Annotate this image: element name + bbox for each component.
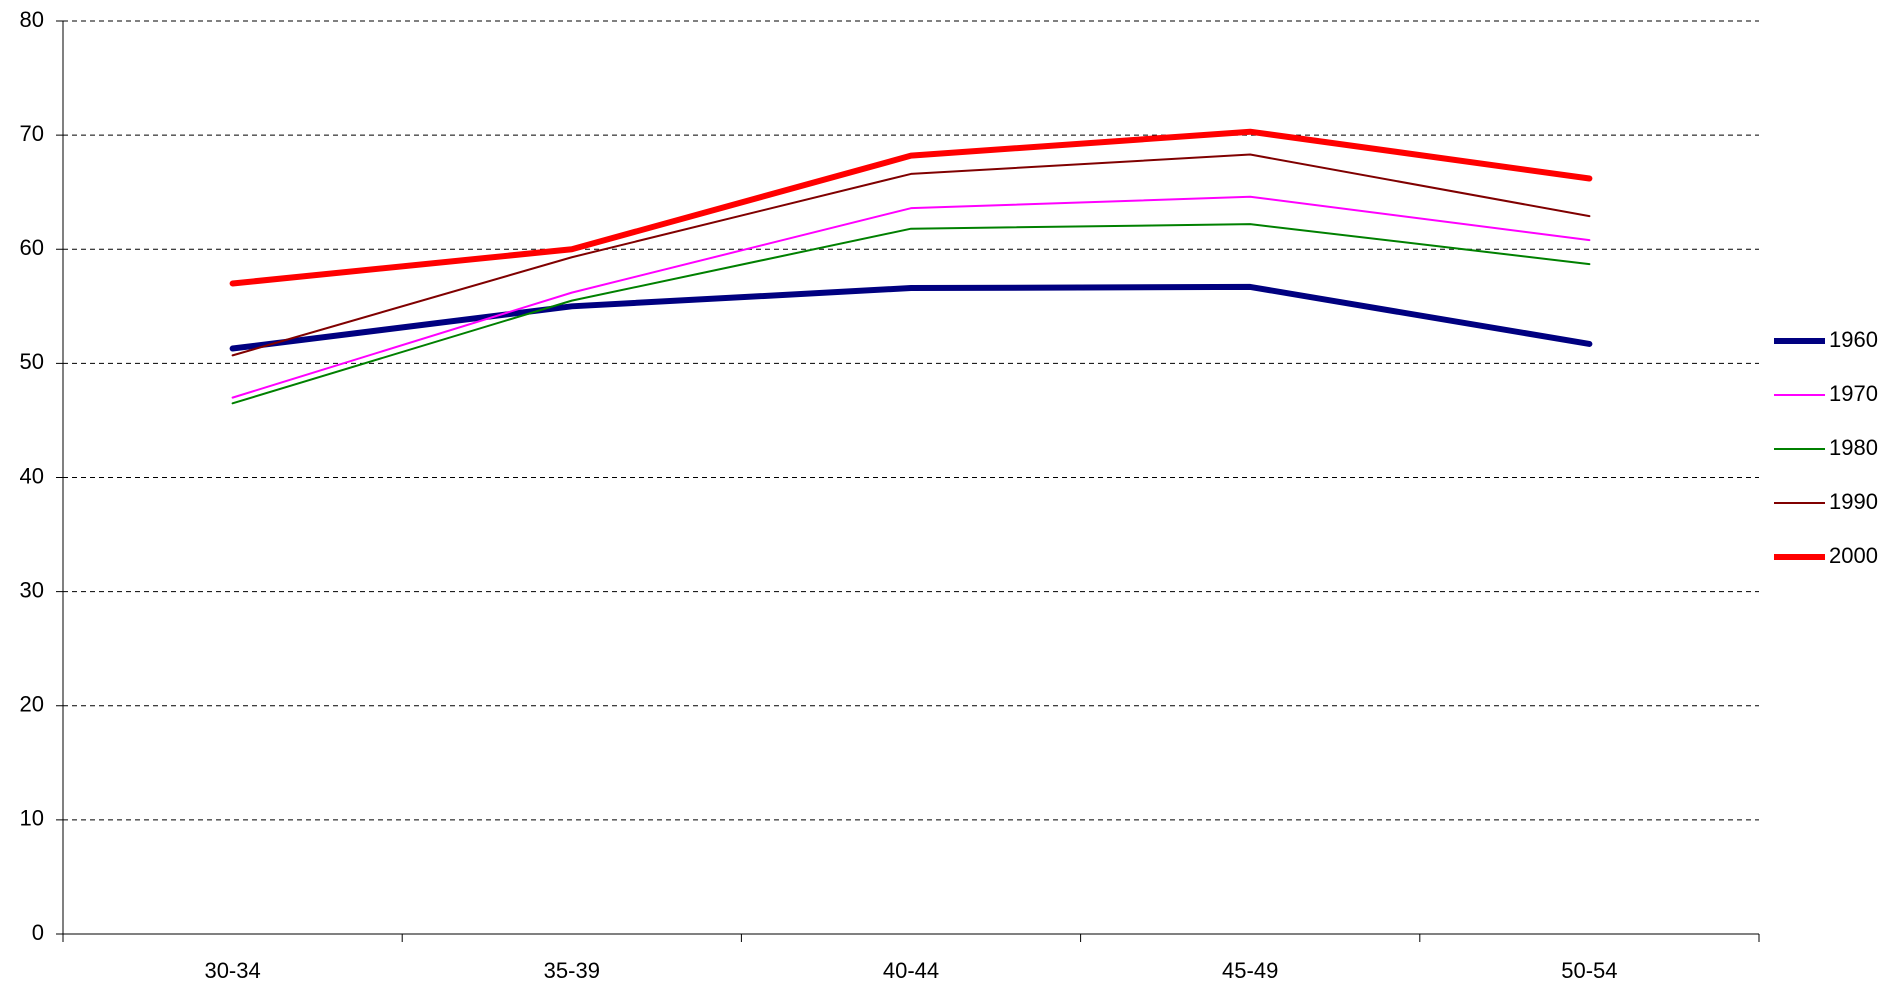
x-tick-label: 30-34 — [204, 958, 260, 982]
series-line — [231, 223, 1591, 405]
series-line — [229, 283, 1593, 352]
legend-label: 2000 — [1829, 543, 1878, 568]
legend-label: 1980 — [1829, 435, 1878, 460]
y-tick-label: 60 — [20, 235, 44, 260]
x-tick-label: 45-49 — [1222, 958, 1278, 982]
y-tick-label: 50 — [20, 349, 44, 374]
legend-label: 1960 — [1829, 327, 1878, 352]
y-tick-label: 20 — [20, 692, 44, 717]
y-tick-label: 40 — [20, 463, 44, 488]
legend-label: 1990 — [1829, 489, 1878, 514]
series-line — [229, 128, 1593, 287]
series-line — [231, 195, 1591, 399]
x-tick-label: 40-44 — [883, 958, 939, 982]
x-tick-label: 35-39 — [544, 958, 600, 982]
y-tick-label: 10 — [20, 806, 44, 831]
y-tick-label: 70 — [20, 121, 44, 146]
y-tick-label: 30 — [20, 577, 44, 602]
legend-label: 1970 — [1829, 381, 1878, 406]
x-tick-label: 50-54 — [1561, 958, 1617, 982]
y-tick-label: 0 — [32, 920, 44, 945]
y-tick-label: 80 — [20, 7, 44, 32]
series-line — [231, 153, 1591, 357]
